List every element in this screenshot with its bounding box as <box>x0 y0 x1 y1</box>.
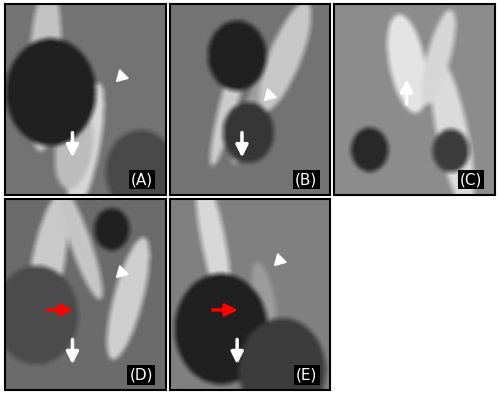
Text: (B): (B) <box>295 172 318 187</box>
Text: (D): (D) <box>130 368 153 383</box>
Text: (E): (E) <box>296 368 318 383</box>
Text: (C): (C) <box>460 172 482 187</box>
Text: (A): (A) <box>130 172 153 187</box>
